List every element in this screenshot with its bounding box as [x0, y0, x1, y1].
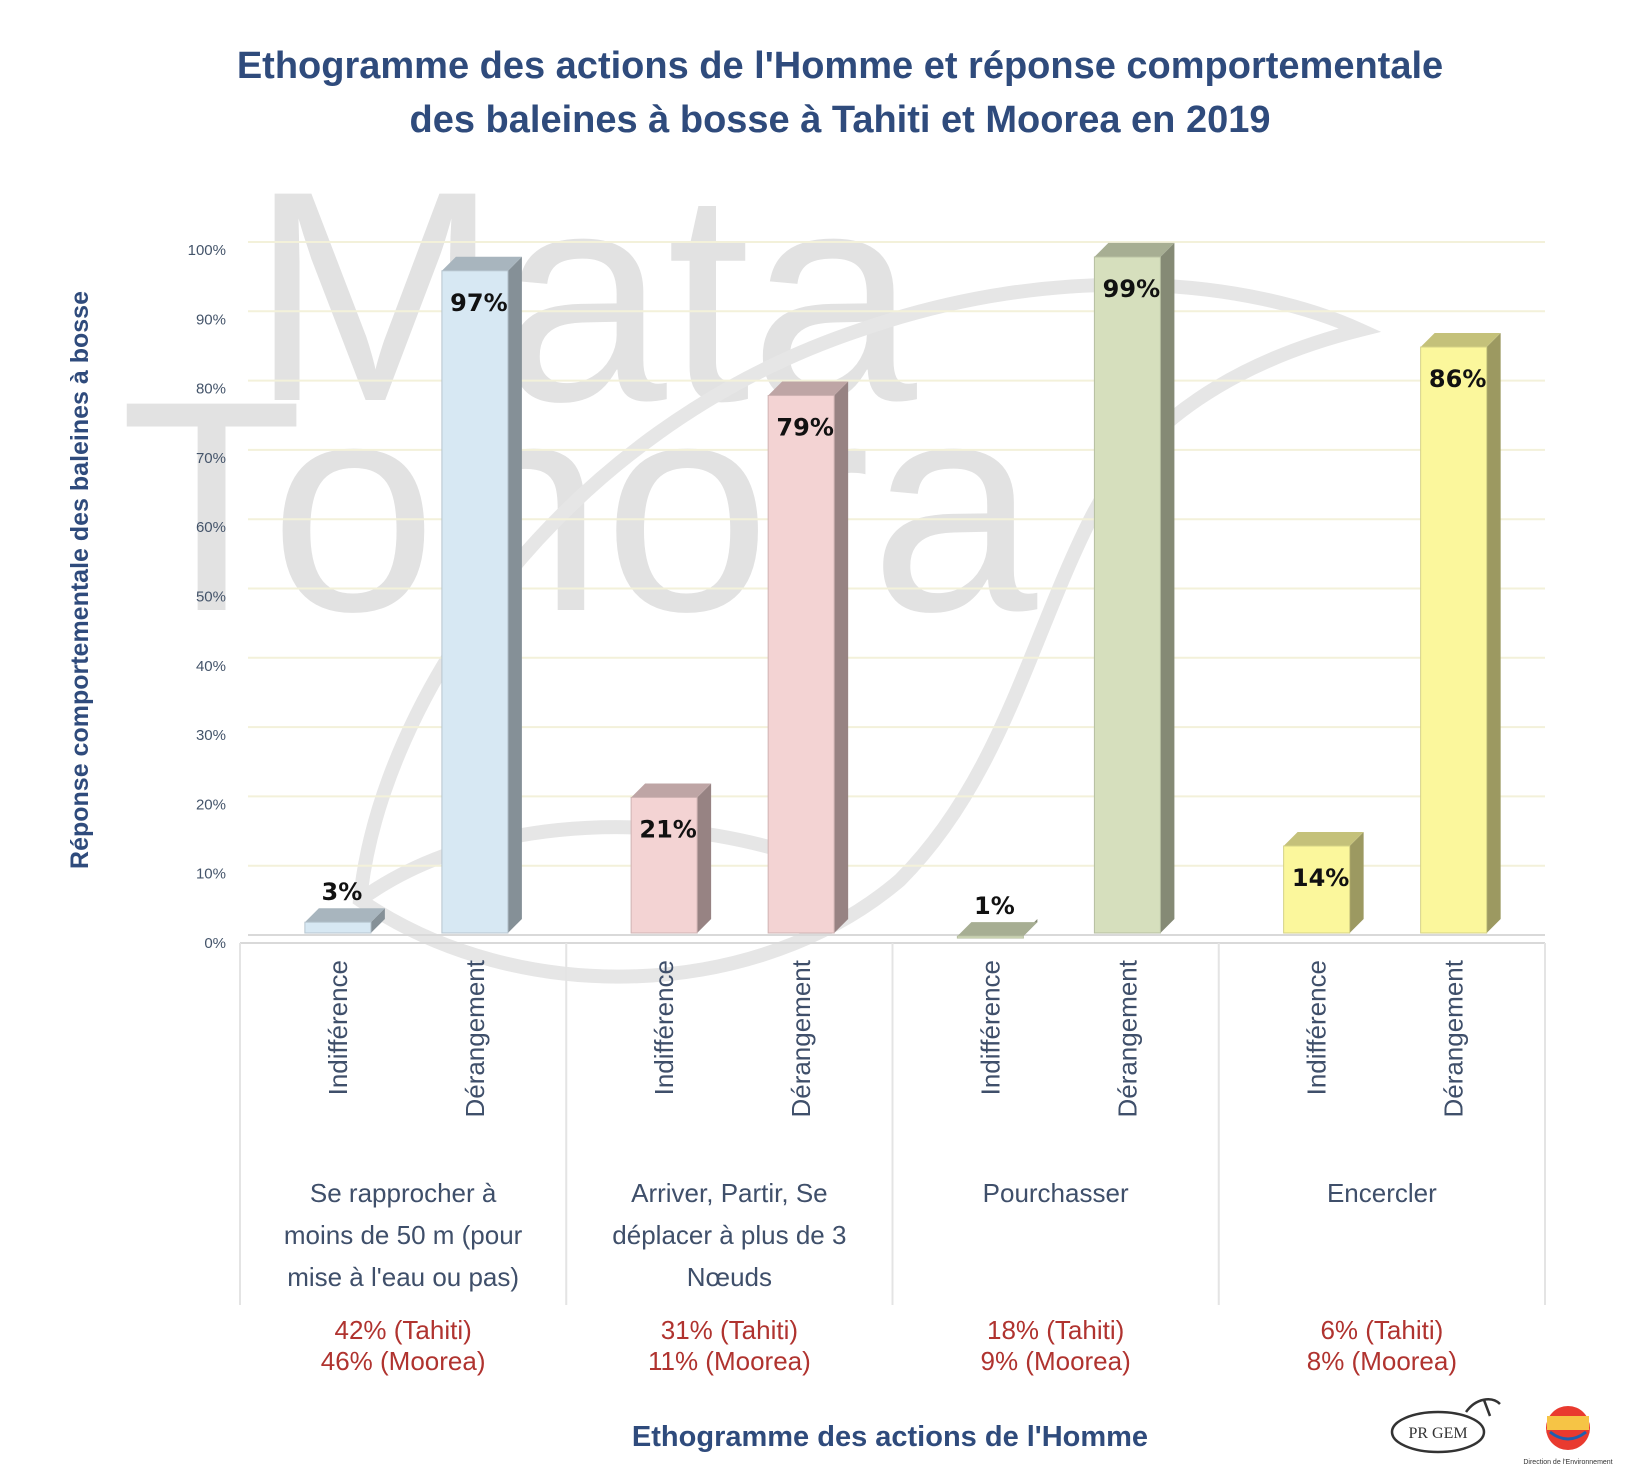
group-stat: 8% (Moorea)	[1307, 1346, 1457, 1376]
bar	[956, 919, 1038, 939]
y-tick-label: 90%	[196, 311, 226, 328]
bar	[630, 783, 712, 934]
group-stat: 18% (Tahiti)	[987, 1315, 1124, 1345]
y-tick-label: 60%	[196, 519, 226, 536]
y-tick-label: 70%	[196, 450, 226, 467]
chart-title-line-2: des baleines à bosse à Tahiti et Moorea …	[410, 99, 1271, 141]
category-label: Indifférence	[1302, 960, 1332, 1095]
group-label: mise à l'eau ou pas)	[287, 1262, 519, 1292]
y-tick-label: 20%	[196, 796, 226, 813]
data-label: 97%	[450, 289, 507, 317]
group-label: déplacer à plus de 3	[612, 1220, 846, 1250]
y-tick-label: 100%	[188, 242, 226, 259]
data-label: 99%	[1103, 275, 1160, 303]
bar-side	[697, 783, 712, 933]
bar-top	[768, 381, 849, 396]
group-label: Nœuds	[687, 1262, 772, 1292]
group-stat: 46% (Moorea)	[321, 1346, 486, 1376]
group-label: Arriver, Partir, Se	[631, 1178, 828, 1208]
x-axis-title: Ethogramme des actions de l'Homme	[632, 1421, 1148, 1453]
category-label: Indifférence	[649, 960, 679, 1095]
y-tick-label: 10%	[196, 866, 226, 883]
bar-front	[304, 921, 372, 934]
bar-top	[441, 256, 522, 271]
data-label: 21%	[639, 815, 696, 843]
bar-front	[1093, 256, 1161, 934]
category-label: Dérangement	[1112, 959, 1142, 1117]
bars	[304, 242, 1501, 939]
bar-top	[1283, 831, 1364, 846]
category-table	[239, 942, 1546, 1305]
bar-front	[767, 395, 835, 934]
group-stat: 42% (Tahiti)	[334, 1315, 471, 1345]
bar	[1420, 333, 1501, 934]
bar-front	[441, 270, 509, 934]
data-label: 3%	[322, 878, 363, 906]
bar-side	[1160, 242, 1175, 933]
bar-top	[304, 908, 385, 923]
category-label: Dérangement	[460, 959, 490, 1117]
y-axis-title: Réponse comportementale des baleines à b…	[66, 291, 94, 869]
y-axis-ticks: 0% 10% 20% 30% 40% 50% 60% 70% 80% 90% 100%	[188, 242, 226, 952]
category-label: Indifférence	[975, 960, 1005, 1095]
bar-front	[956, 935, 1024, 939]
y-tick-label: 0%	[204, 935, 226, 952]
y-tick-label: 40%	[196, 658, 226, 675]
progem-logo-text: PR GEM	[1408, 1425, 1467, 1442]
bar	[441, 256, 522, 934]
group-stat: 11% (Moorea)	[648, 1346, 811, 1376]
y-tick-label: 50%	[196, 589, 226, 606]
group-label: Encercler	[1327, 1178, 1437, 1208]
group-label: Se rapprocher à	[310, 1178, 497, 1208]
bar-front	[1283, 845, 1351, 934]
bar	[1093, 242, 1175, 934]
progem-logo: PR GEM	[1390, 1398, 1501, 1454]
category-label: Dérangement	[1439, 959, 1469, 1117]
group-stat: 9% (Moorea)	[980, 1346, 1130, 1376]
group-stat: 6% (Tahiti)	[1320, 1315, 1443, 1345]
bar-side	[370, 908, 385, 933]
bar	[304, 908, 385, 934]
bar-top	[1420, 333, 1501, 348]
data-label: 1%	[974, 892, 1015, 920]
bar	[767, 381, 849, 934]
x-axis-categories: Indifférence Dérangement Se rapprocher à mo…	[284, 959, 1469, 1376]
data-labels: 3% 97% 21% 79% 1% 99% 14% 86%	[322, 275, 1487, 920]
direction-environnement-logo: Direction de l'Environnement	[1523, 1406, 1613, 1466]
bar-front	[630, 796, 698, 934]
data-label: 14%	[1292, 864, 1349, 892]
bar-side	[1349, 831, 1364, 933]
bar	[1283, 831, 1364, 934]
bar-front	[1420, 346, 1488, 934]
bar-side	[1486, 333, 1501, 933]
group-label: Pourchasser	[983, 1178, 1129, 1208]
category-label: Indifférence	[323, 960, 353, 1095]
y-tick-label: 80%	[196, 381, 226, 398]
y-tick-label: 30%	[196, 727, 226, 744]
category-label: Dérangement	[786, 959, 816, 1117]
bar-top	[1094, 242, 1175, 257]
bar-side	[507, 256, 522, 933]
data-label: 86%	[1429, 365, 1486, 393]
group-stat: 31% (Tahiti)	[661, 1315, 798, 1345]
group-label: moins de 50 m (pour	[284, 1220, 523, 1250]
data-label: 79%	[776, 414, 833, 442]
bar-top	[631, 783, 712, 798]
bar-side	[834, 381, 849, 933]
watermark: Mata Tohora	[120, 128, 1382, 984]
bar-top	[957, 922, 1038, 937]
chart-title-line-1: Ethogramme des actions de l'Homme et rép…	[237, 45, 1443, 87]
direction-environnement-text: Direction de l'Environnement	[1523, 1459, 1612, 1466]
